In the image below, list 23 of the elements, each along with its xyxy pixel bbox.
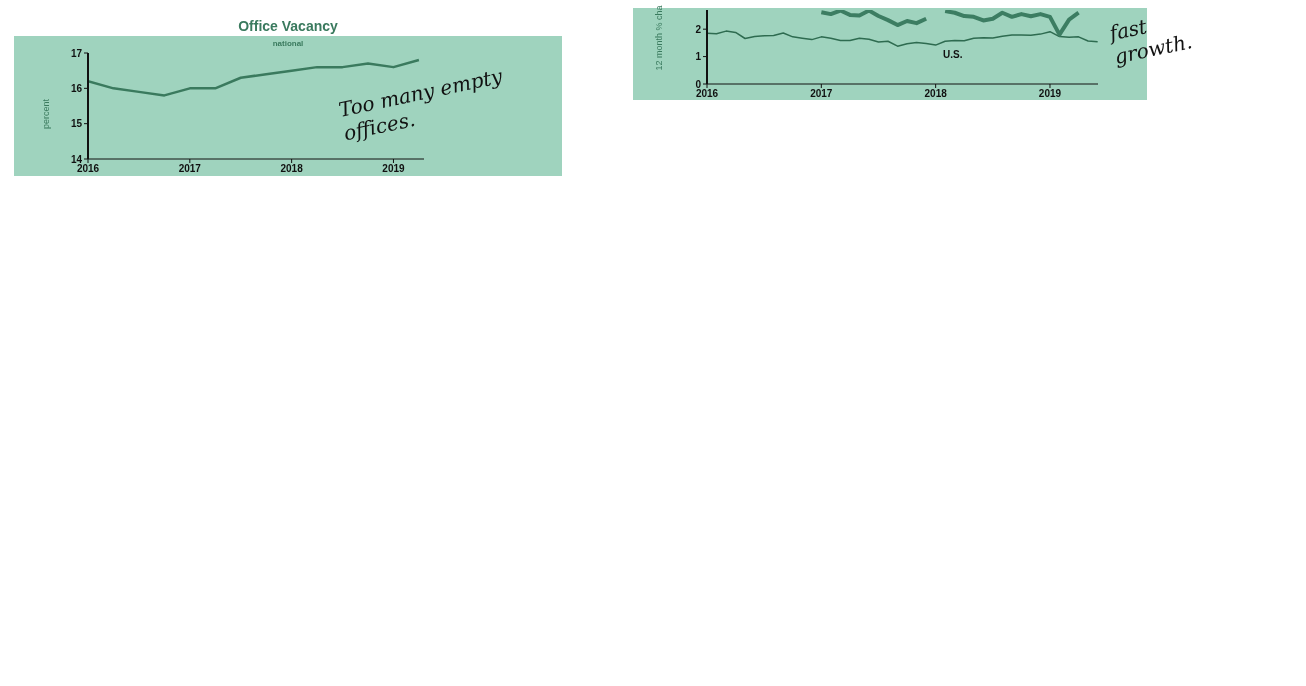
x-tick-label: 2017 (178, 163, 202, 175)
x-tick-label: 2016 (76, 163, 100, 175)
y-tick-label: 17 (70, 47, 83, 59)
x-tick-label: 2017 (810, 88, 833, 100)
series-label: U.S. (943, 48, 963, 60)
y-tick-label: 15 (70, 118, 83, 130)
text: fast growth. (1107, 13, 1196, 69)
annotation: Too many empty offices. (336, 62, 506, 146)
y-tick-label: 0 (695, 78, 702, 90)
x-tick-label: 2018 (280, 163, 304, 175)
chart-title: Office Vacancy (237, 18, 339, 34)
y-tick-label: 2 (695, 23, 702, 35)
y-tick-label: 14 (70, 153, 83, 165)
y-tick-label: 1 (695, 51, 702, 63)
x-tick-label: 2019 (382, 163, 406, 175)
x-tick-label: 2019 (1038, 88, 1062, 100)
y-tick-label: 16 (70, 82, 83, 94)
y-axis-title: 12 month % cha (654, 5, 664, 71)
line-series (707, 30, 1098, 47)
x-tick-label: 2018 (924, 88, 948, 100)
y-axis-title: percent (41, 98, 51, 130)
chart-subtitle: national (271, 39, 305, 48)
x-tick-label: 2016 (695, 88, 719, 100)
